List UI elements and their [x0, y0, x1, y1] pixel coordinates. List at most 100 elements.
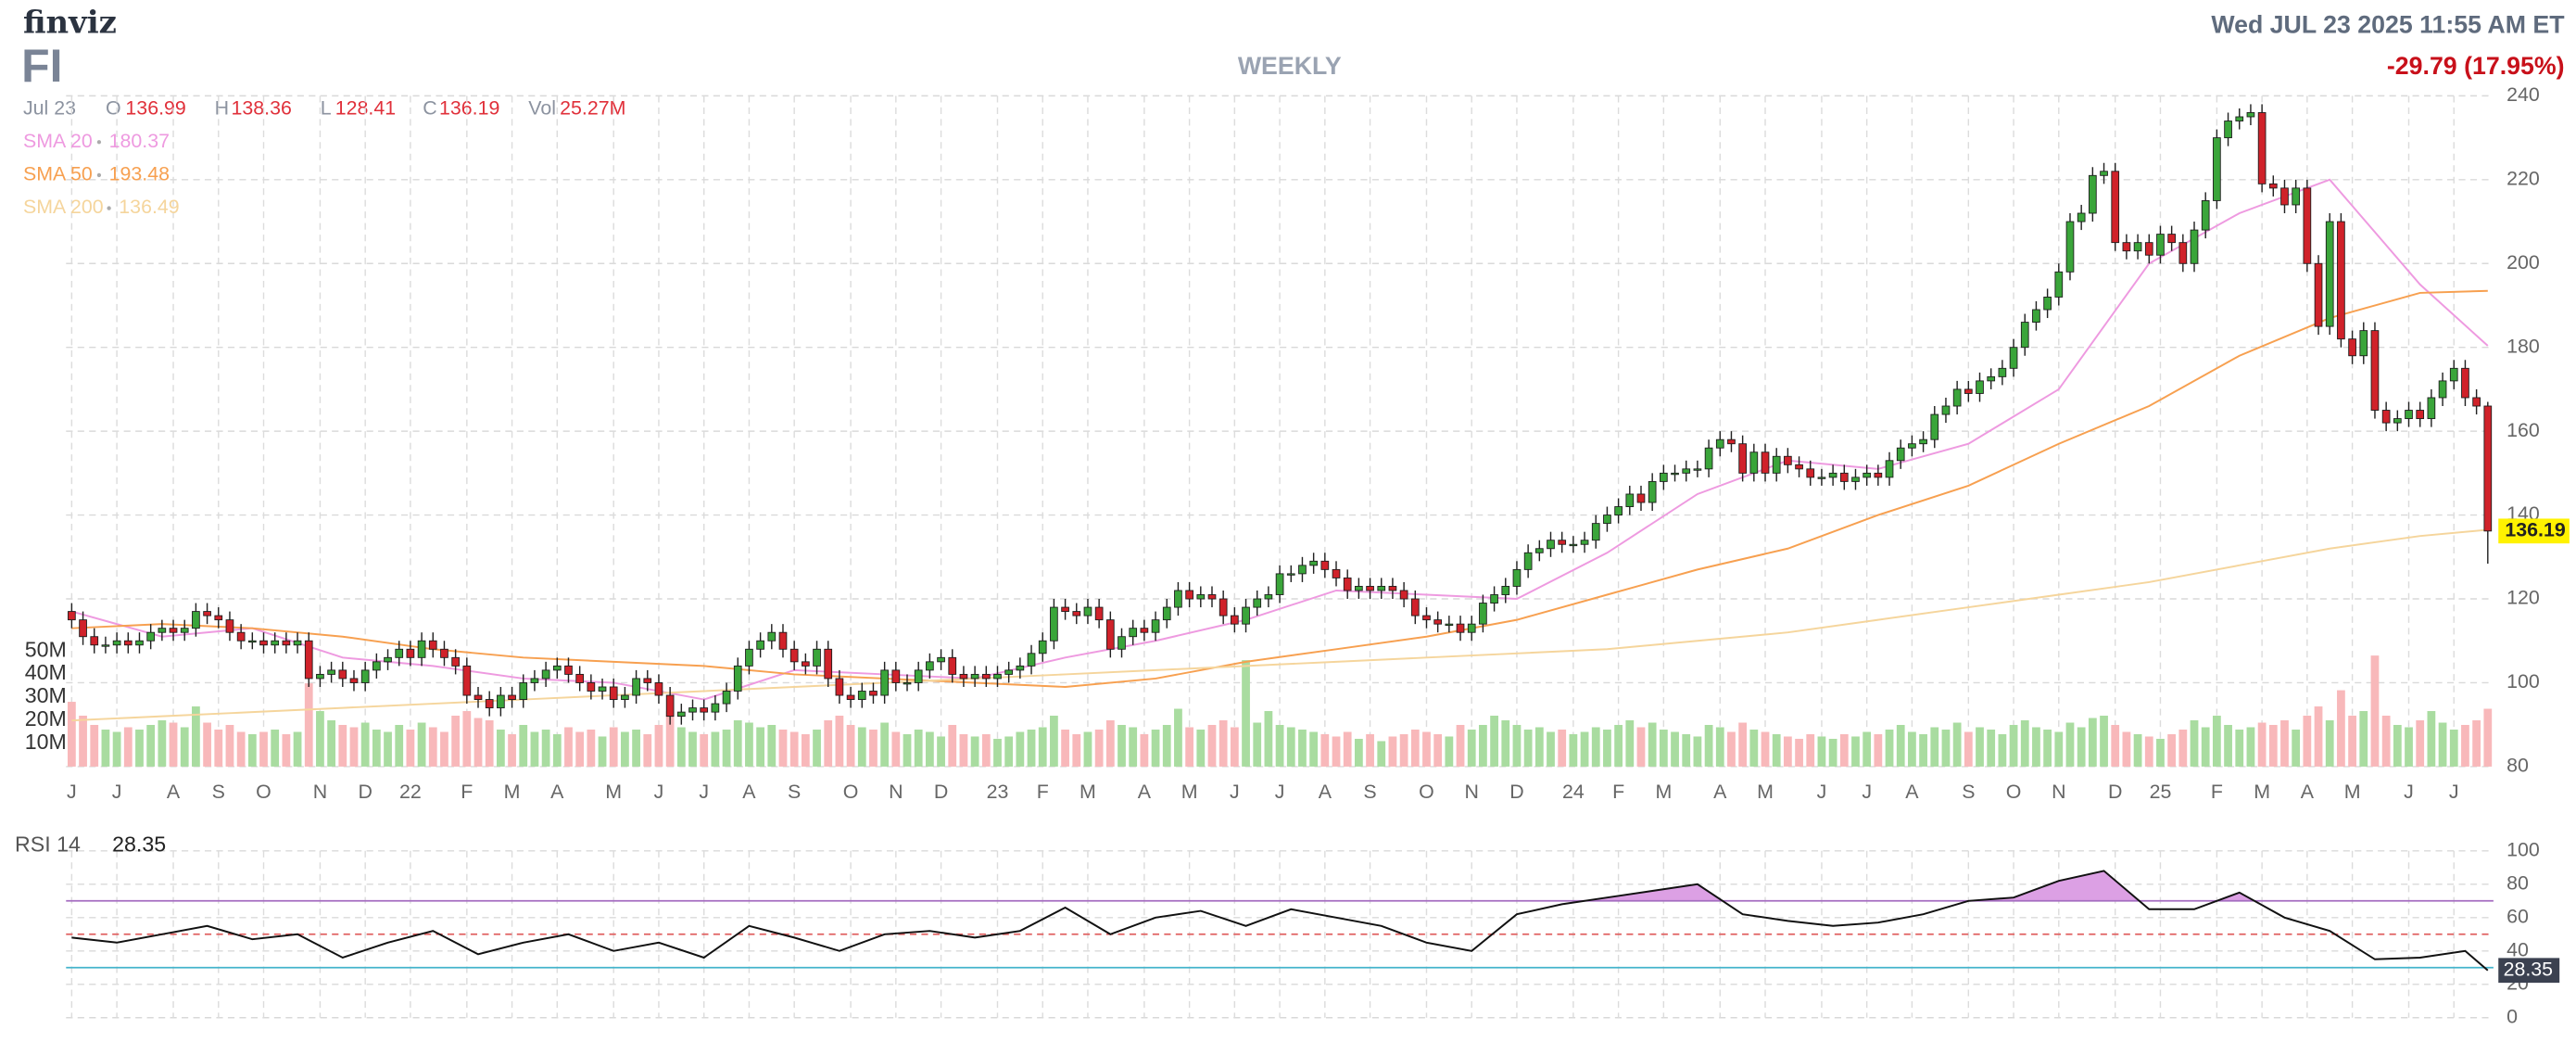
volume-bar — [575, 731, 585, 767]
quote-value: 136.99 — [125, 96, 185, 119]
x-tick-label: S — [1363, 781, 1376, 803]
last-price-label: 136.19 — [2505, 518, 2565, 540]
volume-bar — [914, 729, 923, 767]
candle-body — [2268, 183, 2278, 189]
candle-body — [2257, 112, 2267, 184]
legend-value: 180.37 — [109, 130, 170, 152]
candle-body — [508, 694, 516, 700]
candle-body — [541, 669, 550, 680]
volume-tick-label: 50M — [25, 637, 67, 661]
logo[interactable]: finviz — [23, 4, 117, 41]
candle-body — [1534, 548, 1544, 553]
candle-body — [2043, 296, 2052, 311]
volume-bar — [756, 727, 765, 767]
ticker[interactable]: FI — [21, 40, 62, 92]
legend-label: SMA 50 — [23, 163, 93, 185]
volume-bar — [1264, 711, 1273, 767]
candle-body — [474, 694, 483, 700]
candle-body — [146, 631, 156, 642]
x-tick-label: J — [1230, 781, 1240, 803]
volume-bar — [1354, 738, 1363, 767]
candle-body — [1422, 615, 1431, 621]
candle-body — [1456, 623, 1465, 633]
candle-body — [497, 694, 505, 709]
volume-bar — [2416, 720, 2425, 767]
candle-body — [1952, 388, 1962, 407]
y-tick-label: 100 — [2507, 838, 2540, 860]
candle-body — [1105, 619, 1115, 650]
candle-body — [236, 631, 246, 642]
candle-body — [68, 611, 76, 621]
x-tick-label: A — [1905, 781, 1919, 803]
x-tick-label: D — [1509, 781, 1523, 803]
candle-body — [778, 631, 788, 650]
volume-bar — [2190, 720, 2199, 767]
quote-label: Vol — [528, 96, 556, 119]
candle-body — [1874, 472, 1883, 478]
volume-bar — [2020, 720, 2029, 767]
candle-body — [1839, 472, 1849, 482]
x-tick-label: D — [2108, 781, 2122, 803]
volume-bar — [1547, 731, 1555, 767]
candle-body — [2167, 234, 2176, 244]
candle-body — [1828, 472, 1837, 478]
x-tick-label: 25 — [2150, 781, 2172, 803]
volume-bar — [214, 729, 223, 767]
volume-bar — [327, 720, 335, 767]
volume-bar — [496, 729, 505, 767]
volume-bar — [1874, 733, 1883, 767]
candle-body — [79, 619, 87, 638]
candle-body — [293, 640, 302, 646]
volume-bar — [1388, 736, 1397, 767]
volume-bar — [1591, 727, 1600, 767]
volume-bar — [1715, 727, 1724, 767]
volume-bar — [2043, 729, 2052, 767]
volume-bar — [700, 733, 709, 767]
volume-bar — [101, 729, 110, 767]
candle-body — [835, 678, 844, 696]
volume-bar — [813, 729, 821, 767]
volume-bar — [2246, 727, 2255, 767]
volume-bar — [1242, 660, 1250, 767]
volume-bar — [1207, 724, 1217, 767]
volume-bar — [2235, 729, 2244, 767]
volume-bar — [903, 733, 912, 767]
volume-bar — [1332, 736, 1341, 767]
volume-bar — [1625, 720, 1635, 767]
candle-body — [903, 682, 912, 685]
candle-body — [891, 669, 901, 683]
x-tick-label: A — [2301, 781, 2315, 803]
candle-body — [1580, 540, 1589, 545]
x-tick-label: O — [256, 781, 271, 803]
volume-bar — [146, 724, 156, 767]
volume-bar — [1433, 733, 1443, 767]
volume-bar — [271, 729, 280, 767]
candle-body — [813, 648, 821, 667]
candle-body — [2472, 397, 2481, 407]
candle-body — [90, 636, 99, 646]
candle-body — [1547, 540, 1555, 550]
price-change: -29.79 (17.95%) — [2387, 52, 2565, 80]
volume-bar — [2461, 724, 2469, 767]
candle-body — [1749, 451, 1759, 474]
candle-body — [2065, 221, 2075, 273]
volume-bar — [948, 724, 957, 767]
x-tick-label: M — [1181, 781, 1198, 803]
candle-body — [654, 682, 663, 696]
candle-body — [564, 665, 573, 675]
candle-body — [1309, 560, 1318, 566]
candle-body — [2416, 410, 2425, 420]
candle-body — [485, 699, 494, 709]
y-tick-label: 40 — [2507, 938, 2529, 960]
volume-bar — [711, 731, 720, 767]
candle-body — [2370, 330, 2380, 411]
volume-bar — [158, 720, 167, 767]
candle-body — [247, 640, 257, 643]
volume-bar — [2156, 738, 2165, 767]
candle-body — [384, 656, 392, 663]
volume-bar — [2348, 716, 2356, 767]
volume-bar — [632, 729, 640, 767]
volume-bar — [1094, 729, 1104, 767]
volume-bar — [316, 711, 324, 767]
